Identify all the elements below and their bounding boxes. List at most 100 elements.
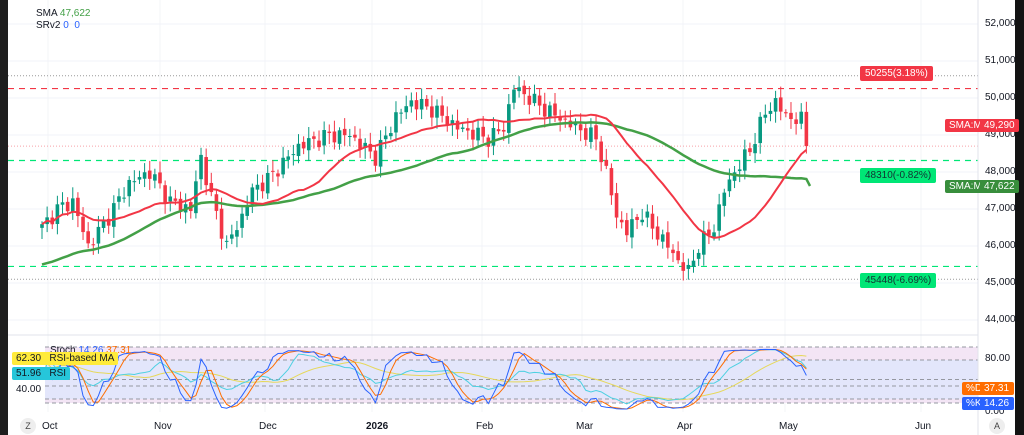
- candle-body: [173, 198, 178, 201]
- rsi-ma-tag: 62.30 RSI-based MA: [12, 352, 119, 365]
- rsi-tick: 40.00: [16, 384, 42, 395]
- candle-body: [784, 112, 788, 114]
- candle-body: [230, 234, 234, 239]
- stoch-k-value: 14.26: [78, 345, 104, 356]
- candle-body: [296, 143, 301, 157]
- candle-body: [399, 112, 403, 114]
- candle-body: [445, 116, 450, 126]
- candle-body: [358, 138, 362, 149]
- candle-body: [147, 170, 152, 179]
- price-tick: 44,000: [985, 314, 1016, 325]
- candle-body: [558, 117, 562, 121]
- time-tick: Oct: [42, 421, 58, 432]
- candle-body: [281, 157, 285, 175]
- candle-body: [199, 154, 203, 180]
- candle-body: [81, 216, 85, 233]
- time-tick: Jun: [915, 421, 932, 432]
- candle-body: [76, 197, 80, 217]
- stoch-tick-0: 0.00: [985, 406, 1005, 417]
- candle-body: [327, 131, 332, 134]
- candle-body: [389, 133, 393, 137]
- candle-body: [60, 202, 65, 205]
- time-tick: Mar: [576, 421, 594, 432]
- candle-body: [589, 127, 593, 142]
- candle-body: [224, 240, 229, 242]
- candle-body: [727, 179, 732, 192]
- candle-body: [732, 172, 737, 181]
- candle-body: [153, 174, 157, 181]
- candle-body: [142, 172, 147, 179]
- candle-body: [691, 260, 696, 267]
- candle-body: [635, 216, 639, 220]
- candle-body: [40, 224, 44, 228]
- candle-body: [378, 139, 383, 167]
- time-tick: 2026: [366, 421, 389, 432]
- candle-body: [737, 169, 742, 172]
- candle-body: [471, 129, 475, 140]
- candle-body: [178, 198, 183, 211]
- candle-body: [707, 229, 711, 236]
- stoch-k-line: [41, 348, 807, 410]
- candle-body: [455, 120, 460, 130]
- candle-body: [65, 201, 70, 212]
- candle-body: [127, 179, 132, 197]
- candle-body: [404, 106, 409, 113]
- candle-body: [286, 156, 291, 160]
- stoch-k-tag: %K: [962, 397, 986, 410]
- candle-body: [501, 129, 506, 132]
- candle-body: [363, 142, 367, 148]
- price-tick: 51,000: [985, 55, 1016, 66]
- price-tick: 47,000: [985, 203, 1016, 214]
- candle-body: [414, 100, 419, 110]
- candle-body: [122, 197, 126, 199]
- legend-srv2-label: SRv2: [36, 20, 61, 31]
- candle-body: [496, 129, 501, 132]
- price-tick: 49,000: [985, 129, 1016, 140]
- time-tick: Feb: [476, 421, 494, 432]
- price-tick: 46,000: [985, 240, 1016, 251]
- candle-body: [337, 130, 342, 144]
- candle-body: [604, 159, 609, 166]
- stoch-legend[interactable]: Stoch 14.26 37.31: [50, 345, 131, 357]
- candle-body: [112, 203, 116, 227]
- candle-body: [768, 110, 773, 114]
- candle-body: [583, 128, 588, 140]
- legend-sma[interactable]: SMA 47,622: [36, 8, 91, 20]
- legend-srv2-values: 0 0: [63, 20, 80, 31]
- sr-level-label: 45448(-6.69%): [860, 273, 937, 289]
- sma-slow-line: [41, 121, 812, 266]
- candle-body: [773, 98, 778, 112]
- candle-body: [55, 204, 60, 224]
- candle-body: [342, 128, 347, 136]
- candle-body: [373, 150, 378, 166]
- auto-scale-button[interactable]: A: [989, 418, 1005, 434]
- candle-body: [676, 251, 680, 261]
- candle-body: [460, 127, 465, 129]
- legend-srv2[interactable]: SRv2 0 0: [36, 20, 80, 32]
- candle-body: [681, 262, 686, 271]
- candle-body: [701, 231, 706, 255]
- candle-body: [70, 198, 75, 212]
- candle-body: [625, 220, 629, 236]
- candle-body: [137, 177, 142, 180]
- candle-body: [265, 172, 270, 194]
- candle-body: [209, 182, 214, 193]
- sr-level-label: 50255(3.18%): [860, 65, 933, 81]
- price-tick: 45,000: [985, 277, 1016, 288]
- zoom-button[interactable]: Z: [20, 418, 36, 434]
- left-edge: [0, 0, 8, 435]
- candle-body: [163, 185, 167, 204]
- candle-body: [712, 232, 716, 237]
- sma-slow-value: 47,622: [980, 180, 1019, 193]
- candle-body: [640, 219, 645, 223]
- candle-body: [168, 196, 173, 202]
- candle-body: [696, 252, 701, 259]
- candle-body: [789, 112, 793, 120]
- candle-body: [655, 226, 660, 240]
- candle-body: [778, 97, 783, 112]
- candle-body: [763, 114, 768, 118]
- sr-level-label: 48310(-0.82%): [860, 167, 937, 183]
- candle-body: [717, 204, 721, 231]
- candle-body: [794, 119, 798, 124]
